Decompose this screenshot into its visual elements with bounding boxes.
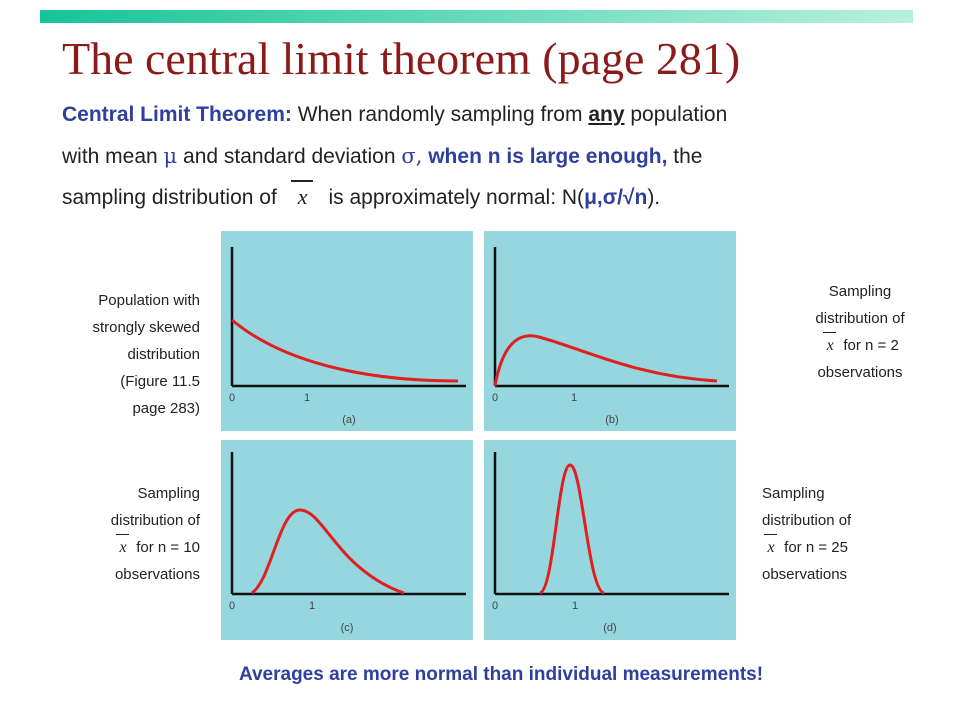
panel-background	[484, 440, 736, 640]
panel-d-n25: 0 1 (d)	[484, 440, 736, 640]
tick-label-0: 0	[492, 600, 498, 612]
statement-line-3: sampling distribution of x is approximat…	[62, 180, 942, 223]
caption-n10: Sampling distribution of x for n = 10 ob…	[110, 485, 200, 583]
any-emphasis: any	[588, 103, 625, 126]
tick-label-0: 0	[229, 600, 235, 612]
theorem-heading: Central Limit Theorem:	[62, 103, 292, 126]
theorem-statement: Central Limit Theorem: When randomly sam…	[62, 100, 942, 223]
tick-label-0: 0	[492, 392, 498, 404]
density-curve	[539, 463, 605, 595]
tick-label-1: 1	[572, 600, 578, 612]
xbar-symbol: x	[283, 180, 323, 212]
conclusion-text: Averages are more normal than individual…	[238, 664, 764, 685]
panel-a-population: 0 1 (a)	[221, 231, 473, 431]
caption-n25: Sampling distribution of x for n = 25 ob…	[762, 485, 852, 583]
panel-background	[484, 231, 736, 431]
title-accent-bar	[40, 10, 913, 23]
panel-background	[221, 231, 473, 431]
sigma-symbol: σ,	[401, 144, 423, 168]
density-curve	[251, 508, 405, 595]
panel-label: (b)	[605, 414, 618, 426]
panel-background	[221, 440, 473, 640]
panel-b-n2: 0 1 (b)	[484, 231, 736, 431]
tick-label-1: 1	[571, 392, 577, 404]
statement-line-2: with mean μ and standard deviation σ, wh…	[62, 144, 703, 168]
mu-symbol: μ	[163, 144, 178, 168]
slide-title: The central limit theorem (page 281)	[62, 33, 741, 84]
panel-label: (c)	[341, 622, 354, 634]
tick-label-0: 0	[229, 392, 235, 404]
caption-n2: Sampling distribution of x for n = 2 obs…	[815, 283, 905, 381]
tick-label-1: 1	[309, 600, 315, 612]
normal-parameters: μ,σ/√n	[584, 186, 648, 209]
panel-label: (d)	[603, 622, 616, 634]
xbar-symbol: x	[762, 534, 780, 561]
panel-label: (a)	[342, 414, 355, 426]
panel-c-n10: 0 1 (c)	[221, 440, 473, 640]
xbar-symbol: x	[114, 534, 132, 561]
density-curve	[493, 334, 718, 387]
large-n-condition: when n is large enough,	[422, 145, 668, 168]
xbar-symbol: x	[821, 332, 839, 359]
density-curve	[231, 318, 459, 383]
tick-label-1: 1	[304, 392, 310, 404]
caption-population: Population with strongly skewed distribu…	[92, 292, 200, 417]
statement-line-1: Central Limit Theorem: When randomly sam…	[62, 103, 728, 126]
